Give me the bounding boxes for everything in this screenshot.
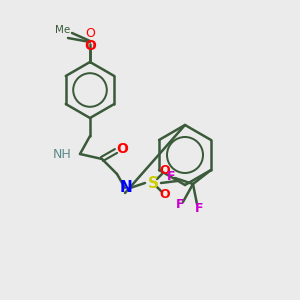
Text: F: F — [167, 170, 175, 184]
Text: O: O — [85, 27, 95, 40]
Text: O: O — [160, 164, 170, 178]
Text: F: F — [195, 202, 203, 214]
Text: NH: NH — [53, 148, 72, 160]
Text: O: O — [160, 188, 170, 202]
Text: O: O — [116, 142, 128, 156]
Text: F: F — [176, 199, 184, 212]
Text: S: S — [148, 176, 158, 190]
Text: O: O — [84, 39, 96, 53]
Text: N: N — [120, 181, 132, 196]
Text: Me: Me — [55, 25, 70, 35]
